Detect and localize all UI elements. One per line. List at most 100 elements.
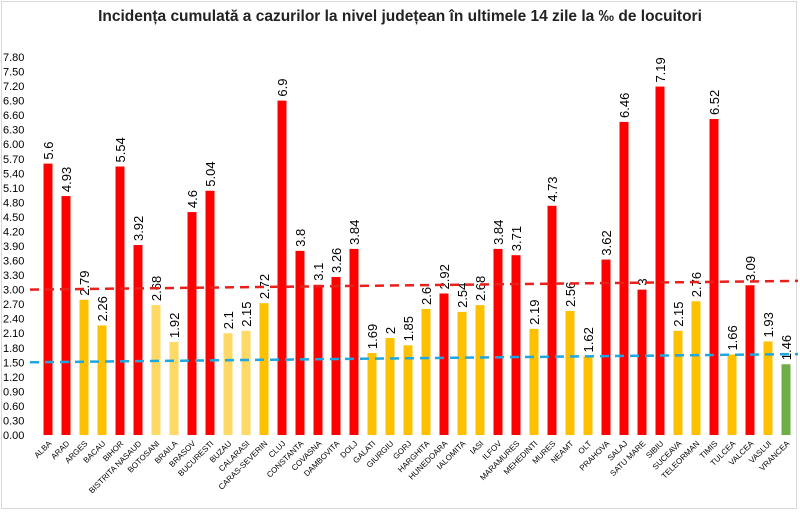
bar-alba (43, 163, 53, 435)
bar-maramures (511, 255, 521, 435)
bar-bihor (115, 166, 125, 435)
reference-line-red (29, 279, 799, 291)
y-tick-label: 0.90 (3, 386, 24, 398)
bar-hunedoara (439, 293, 449, 435)
data-label: 4.93 (59, 167, 74, 192)
data-label: 4.73 (545, 176, 560, 201)
data-label: 7.19 (653, 57, 668, 82)
data-label: 2.72 (257, 274, 272, 299)
bar-harghita (421, 309, 431, 435)
y-tick-label: 2.70 (3, 299, 24, 311)
data-label: 3.09 (743, 256, 758, 281)
y-tick-label: 3.60 (3, 256, 24, 268)
bar-gorj (403, 345, 413, 435)
bar-vrancea (781, 364, 791, 435)
y-tick-label: 6.60 (3, 110, 24, 122)
y-tick-label: 2.10 (3, 328, 24, 340)
data-label: 1.92 (167, 313, 182, 338)
data-label: 2.1 (221, 311, 236, 329)
bar-satu-mare (637, 289, 647, 435)
bar-tulcea (727, 354, 737, 435)
y-tick-label: 3.30 (3, 270, 24, 282)
bar-bacau (97, 325, 107, 435)
y-tick-label: 7.20 (3, 81, 24, 93)
y-tick-label: 0.00 (3, 430, 24, 442)
data-label: 1.66 (725, 325, 740, 350)
bar-sibiu (655, 86, 665, 436)
data-label: 3.92 (131, 216, 146, 241)
bar-brasov (187, 212, 197, 435)
data-label: 2 (383, 327, 398, 334)
bar-prahova (601, 259, 611, 435)
bar-teleorman (691, 301, 701, 435)
y-tick-label: 3.90 (3, 241, 24, 253)
data-label: 2.15 (239, 301, 254, 326)
data-label: 6.9 (275, 79, 290, 97)
data-label: 2.76 (689, 272, 704, 297)
data-label: 2.6 (419, 287, 434, 305)
data-label: 3.84 (347, 220, 362, 245)
bar-botosani (151, 305, 161, 435)
bar-suceava (673, 330, 683, 435)
data-label: 5.6 (41, 142, 56, 160)
bar-cluj (277, 100, 287, 435)
y-tick-label: 7.50 (3, 67, 24, 79)
data-label: 1.69 (365, 324, 380, 349)
bar-ialomita (457, 311, 467, 435)
y-tick-label: 1.80 (3, 343, 24, 355)
y-tick-label: 6.30 (3, 125, 24, 137)
bar-braila (169, 341, 179, 435)
bar-dolj (349, 248, 359, 435)
data-label: 1.46 (779, 335, 794, 360)
bar-iasi (475, 305, 485, 435)
bar-vaslui (763, 341, 773, 435)
y-tick-label: 4.20 (3, 226, 24, 238)
data-label: 3.84 (491, 220, 506, 245)
data-label: 3 (635, 278, 650, 285)
bar-bucuresti (205, 190, 215, 435)
data-label: 2.15 (671, 301, 686, 326)
data-label: 2.19 (527, 300, 542, 325)
y-tick-label: 5.70 (3, 154, 24, 166)
y-tick-label: 6.90 (3, 96, 24, 108)
data-label: 6.52 (707, 90, 722, 115)
data-label: 3.1 (311, 263, 326, 281)
bar-ilfov (493, 248, 503, 435)
data-label: 2.79 (77, 270, 92, 295)
bar-neamt (565, 310, 575, 435)
bar-olt (583, 356, 593, 435)
data-label: 2.92 (437, 264, 452, 289)
data-label: 2.54 (455, 283, 470, 308)
bar-dambovita (331, 277, 341, 435)
bar-galati (367, 353, 377, 435)
bar-valcea (745, 285, 755, 435)
y-tick-label: 5.10 (3, 183, 24, 195)
data-label: 5.04 (203, 161, 218, 186)
y-tick-label: 5.40 (3, 168, 24, 180)
y-tick-label: 6.00 (3, 139, 24, 151)
y-tick-label: 4.80 (3, 197, 24, 209)
bar-arges (79, 299, 89, 435)
data-label: 1.62 (581, 327, 596, 352)
chart-title: Incidența cumulată a cazurilor la nivel … (98, 8, 702, 25)
y-tick-label: 0.30 (3, 415, 24, 427)
y-tick-label: 3.00 (3, 285, 24, 297)
y-tick-label: 7.80 (3, 52, 24, 64)
y-tick-label: 0.60 (3, 401, 24, 413)
data-label: 1.93 (761, 312, 776, 337)
data-label: 3.71 (509, 226, 524, 251)
data-label: 2.56 (563, 282, 578, 307)
y-tick-label: 1.20 (3, 372, 24, 384)
data-label: 3.26 (329, 248, 344, 273)
data-label: 5.54 (113, 137, 128, 162)
data-label: 3.62 (599, 230, 614, 255)
bar-arad (61, 196, 71, 435)
reference-line-blue (29, 352, 799, 364)
y-tick-label: 2.40 (3, 314, 24, 326)
bar-giurgiu (385, 338, 395, 435)
bar-salaj (619, 121, 629, 435)
bar-mures (547, 205, 557, 435)
bar-bistrita-nasaud (133, 245, 143, 435)
